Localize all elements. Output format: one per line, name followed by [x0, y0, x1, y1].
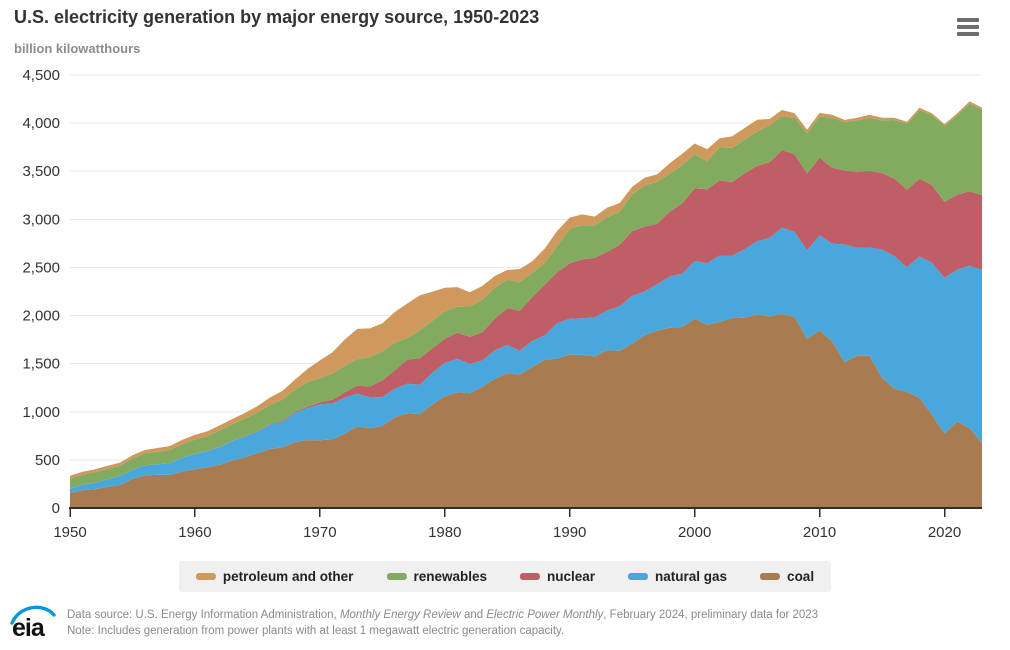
- area-series-petroleum-and-other[interactable]: [70, 101, 982, 480]
- x-axis-label: 1970: [303, 524, 336, 541]
- y-axis-label: 0: [52, 500, 60, 517]
- data-source-line: Data source: U.S. Energy Information Adm…: [67, 609, 819, 621]
- area-series-renewables[interactable]: [70, 103, 982, 489]
- legend-item-renewables[interactable]: renewables: [386, 569, 487, 584]
- legend-label: coal: [787, 569, 815, 584]
- legend-label: natural gas: [655, 569, 728, 584]
- legend-item-coal[interactable]: coal: [760, 569, 814, 584]
- y-axis-label: 500: [35, 452, 60, 469]
- hamburger-bar: [957, 18, 979, 22]
- legend-item-petroleum-and-other[interactable]: petroleum and other: [195, 569, 354, 584]
- legend-label: nuclear: [546, 569, 596, 584]
- chart-y-unit-label: billion kilowatthours: [14, 41, 141, 56]
- y-axis-label: 1,500: [22, 356, 60, 373]
- area-series-nuclear[interactable]: [70, 150, 982, 489]
- legend-swatch: [519, 573, 540, 580]
- footer-text: Data source: U.S. Energy Information Adm…: [67, 607, 818, 639]
- chart-legend: petroleum and other renewables nuclear natu…: [178, 561, 832, 592]
- y-axis-label: 3,000: [22, 211, 60, 228]
- legend-swatch: [195, 573, 216, 580]
- stacked-area-chart[interactable]: 1950 1960 1970 1980 1990 2000 2010 2020 0 500 1,00…: [0, 60, 1010, 560]
- hamburger-bar: [957, 32, 979, 36]
- legend-item-nuclear[interactable]: nuclear: [519, 569, 596, 584]
- x-axis-label: 1960: [178, 524, 211, 541]
- y-axis-label: 2,500: [22, 259, 60, 276]
- x-axis-label: 2020: [928, 524, 961, 541]
- note-line: Note: Includes generation from power pla…: [67, 625, 565, 637]
- y-axis-label: 3,500: [22, 163, 60, 180]
- legend-label: petroleum and other: [222, 569, 354, 584]
- legend-swatch: [628, 573, 649, 580]
- eia-logo: eia: [10, 605, 56, 642]
- area-series-natural-gas[interactable]: [70, 227, 982, 494]
- legend-item-natural-gas[interactable]: natural gas: [628, 569, 727, 584]
- x-axis-label: 1950: [53, 524, 86, 541]
- legend-swatch: [760, 573, 781, 580]
- y-axis-label: 4,500: [22, 67, 60, 84]
- hamburger-bar: [957, 25, 979, 29]
- x-axis-label: 1990: [553, 524, 586, 541]
- y-axis-label: 1,000: [22, 404, 60, 421]
- x-axis-label: 1980: [428, 524, 461, 541]
- chart-title: U.S. electricity generation by major ene…: [14, 7, 540, 27]
- area-series-coal[interactable]: [70, 314, 982, 508]
- svg-text:eia: eia: [12, 614, 46, 642]
- y-axis-label: 2,000: [22, 308, 60, 325]
- hamburger-menu-icon[interactable]: [957, 18, 979, 36]
- x-axis-label: 2010: [803, 524, 836, 541]
- y-axis-label: 4,000: [22, 115, 60, 132]
- x-axis-label: 2000: [678, 524, 711, 541]
- legend-label: renewables: [413, 569, 487, 584]
- chart-footer: eia Data source: U.S. Energy Information…: [10, 602, 818, 642]
- legend-swatch: [386, 573, 407, 580]
